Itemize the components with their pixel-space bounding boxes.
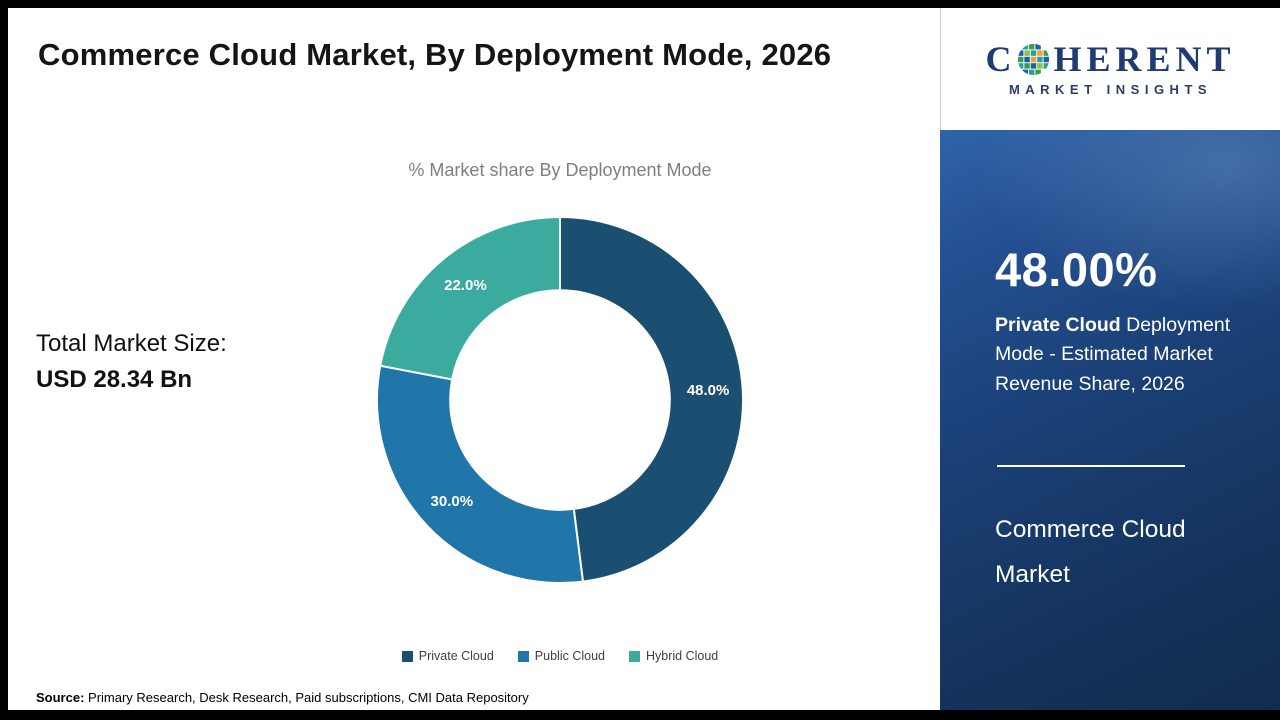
highlight-value: 48.00% — [995, 243, 1158, 296]
legend-item-private-cloud: Private Cloud — [401, 649, 494, 663]
chart-subtitle: % Market share By Deployment Mode — [408, 160, 712, 180]
highlight-description-bold: Private Cloud — [995, 314, 1121, 336]
logo-text-herent: HERENT — [1053, 39, 1236, 79]
total-market-size-label: Total Market Size: — [36, 330, 227, 357]
logo-text-c: C — [985, 39, 1017, 79]
page-title: Commerce Cloud Market, By Deployment Mod… — [38, 37, 832, 72]
logo-wordmark: C — [985, 41, 1235, 77]
legend-label: Hybrid Cloud — [645, 649, 719, 663]
source-line: Source: Primary Research, Desk Research,… — [36, 690, 529, 705]
total-market-size-value: USD 28.34 Bn — [36, 366, 193, 393]
donut-segment-public-cloud — [376, 364, 585, 584]
legend-swatch — [628, 650, 640, 662]
legend-label: Public Cloud — [534, 649, 605, 663]
divider — [997, 464, 1185, 467]
legend-swatch — [517, 650, 529, 662]
total-market-size: Total Market Size: USD 28.34 Bn — [36, 330, 227, 394]
segment-label: 30.0% — [431, 493, 474, 510]
legend-item-hybrid-cloud: Hybrid Cloud — [628, 649, 719, 663]
donut-segment-private-cloud — [559, 215, 744, 583]
segment-label: 22.0% — [444, 277, 487, 294]
source-label: Source: — [36, 690, 85, 705]
highlight-panel: 48.00% Private Cloud Deployment Mode - E… — [940, 130, 1280, 710]
chart-area: % Market share By Deployment Mode 48.0% 3… — [375, 160, 745, 590]
logo-subtitle: MARKET INSIGHTS — [1008, 82, 1213, 97]
source-text: Primary Research, Desk Research, Paid su… — [84, 690, 529, 705]
donut-chart: 48.0% 30.0% 22.0% — [376, 215, 744, 584]
legend-swatch — [401, 650, 413, 662]
report-title: Commerce Cloud Market — [995, 515, 1186, 589]
legend-label: Private Cloud — [418, 649, 494, 663]
donut-segment-hybrid-cloud — [379, 215, 561, 381]
right-panel: C — [940, 8, 1280, 710]
segment-label: 48.0% — [687, 382, 730, 399]
chart-panel: Commerce Cloud Market, By Deployment Mod… — [8, 8, 940, 710]
highlight-description-rest: Deployment Mode - Estimated Market Reven… — [995, 314, 1231, 395]
logo: C — [940, 8, 1280, 130]
logo-globe-icon — [1018, 43, 1050, 75]
legend-item-public-cloud: Public Cloud — [517, 649, 605, 663]
highlight-description: Private Cloud Deployment Mode - Estimate… — [995, 311, 1267, 399]
chart-legend: Private Cloud Public Cloud Hybrid Cloud — [375, 649, 745, 663]
